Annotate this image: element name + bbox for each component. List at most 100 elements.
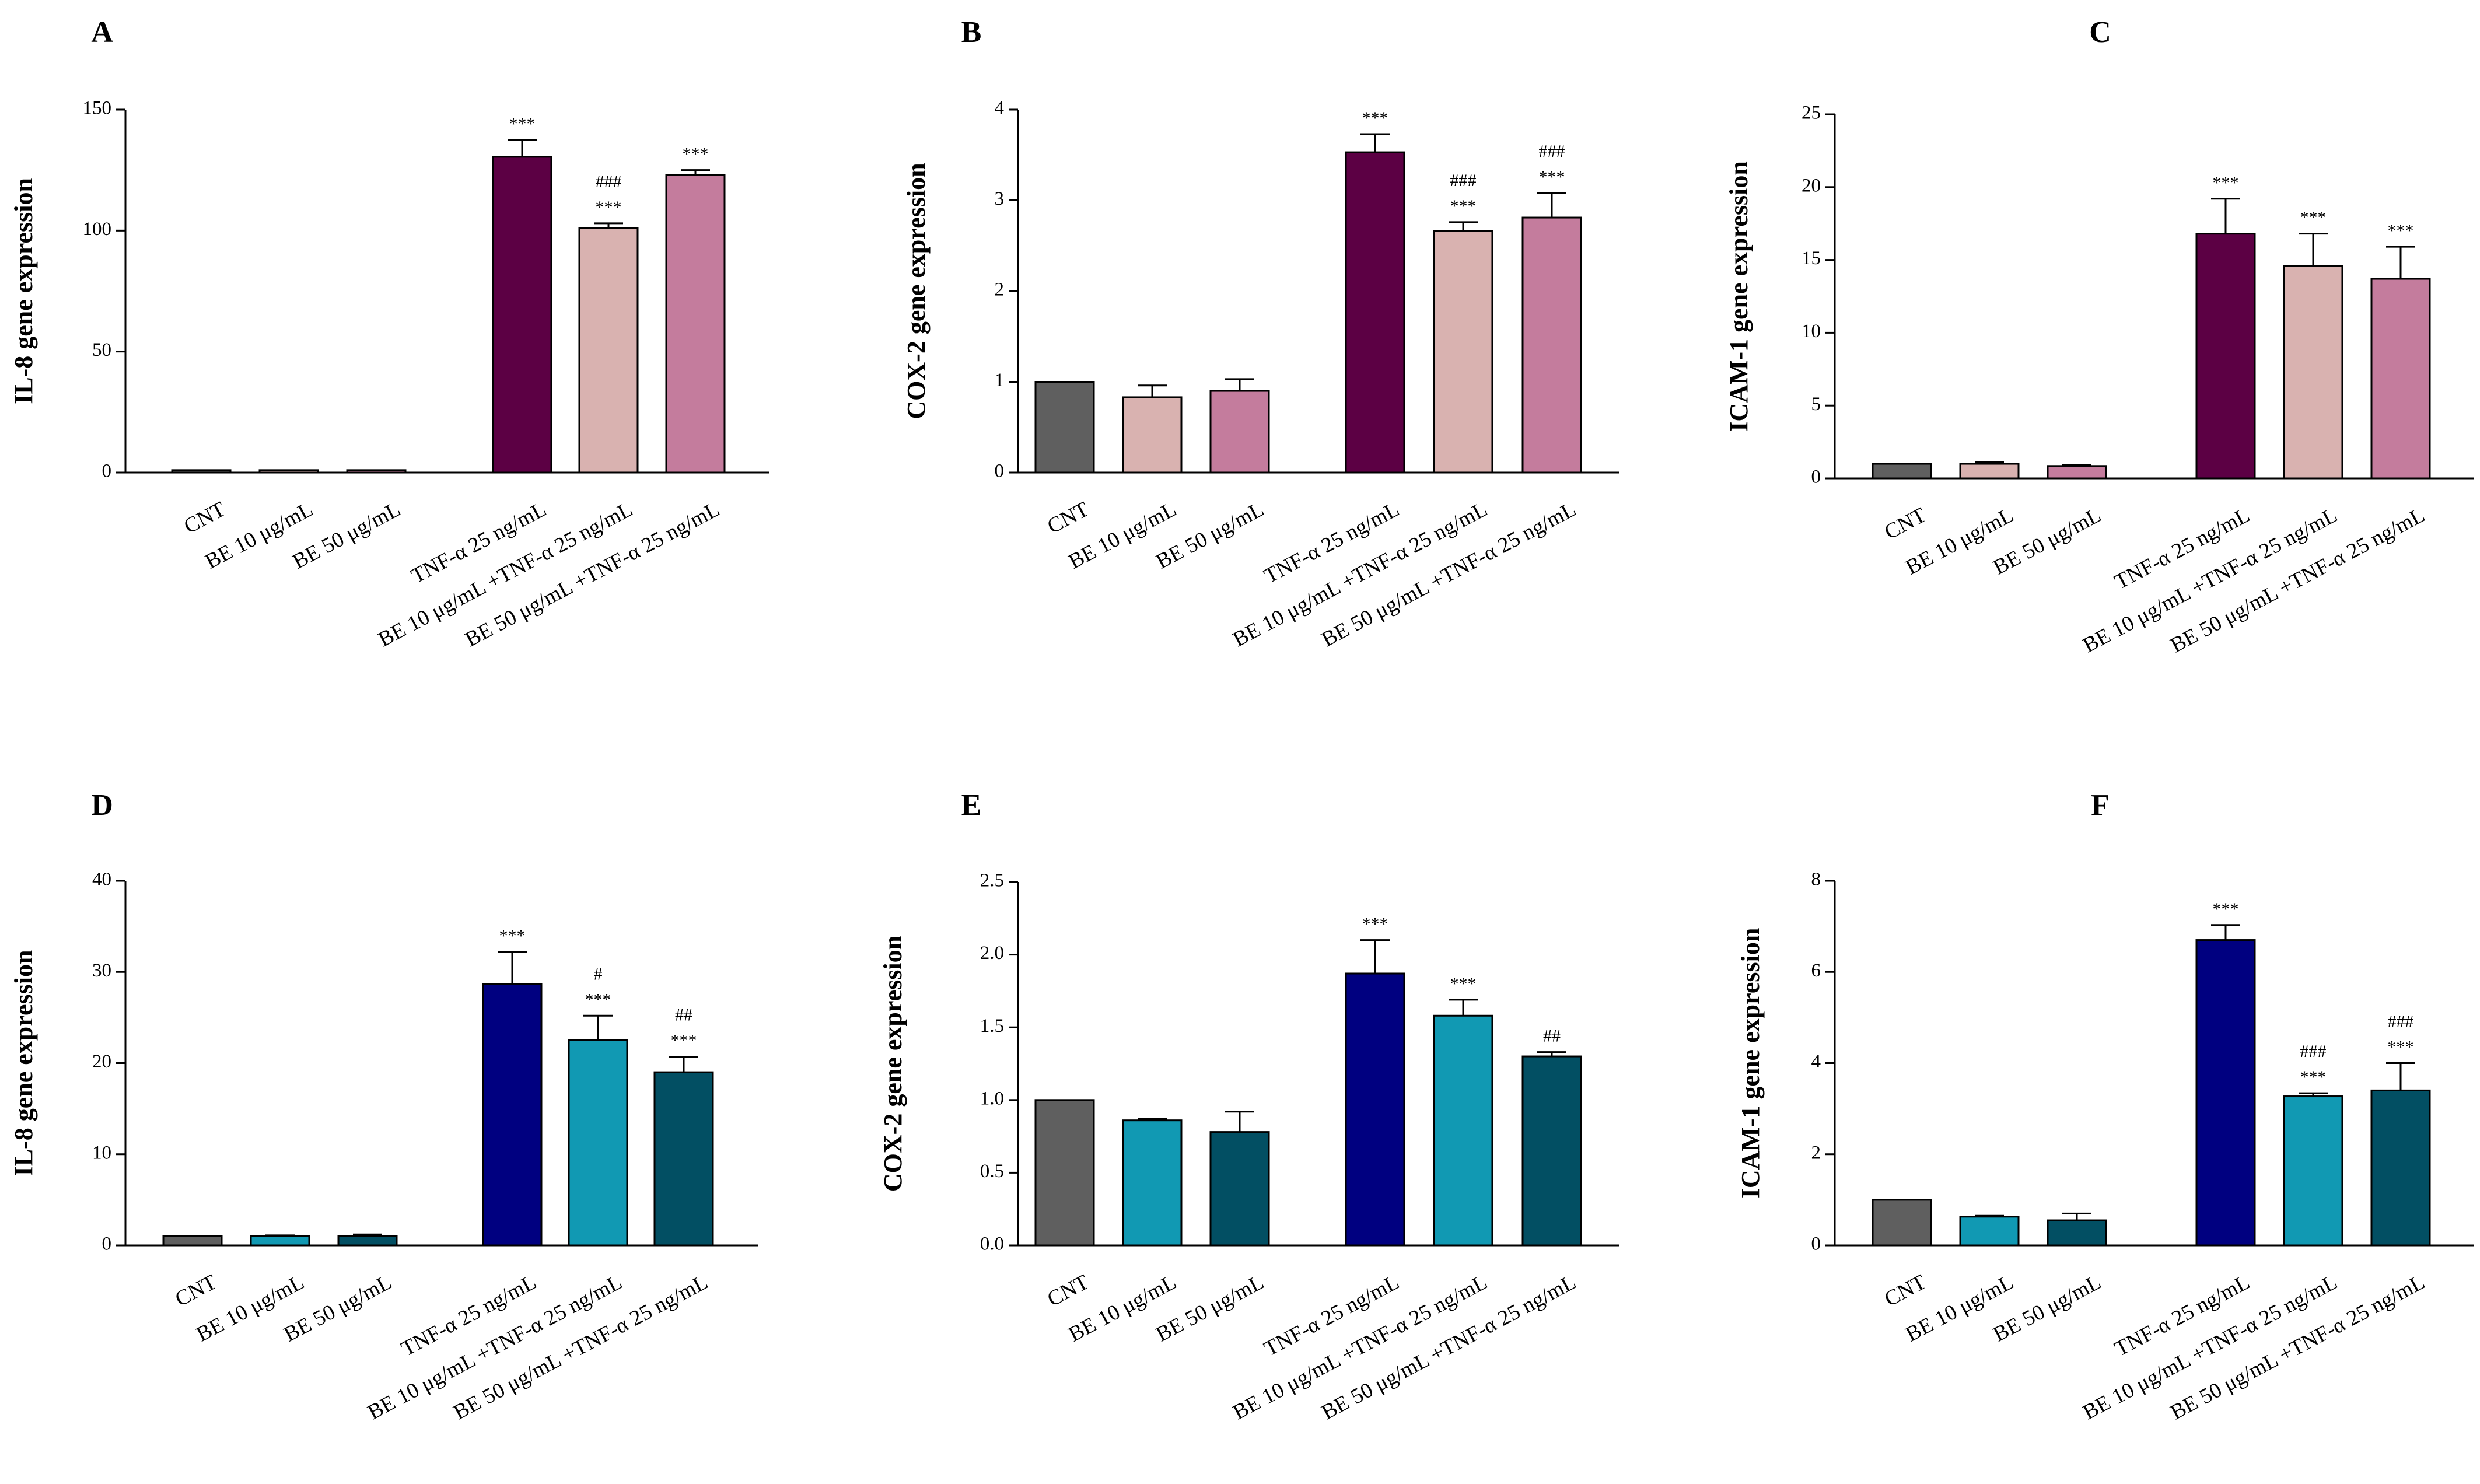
panel-letter: F (2091, 789, 2110, 822)
y-axis-label: COX-2 gene expression (879, 936, 907, 1192)
y-tick-label: 4 (1811, 1051, 1821, 1072)
bar-4 (1345, 972, 1405, 1247)
panel-letter: B (961, 16, 982, 49)
category-label: CNT (172, 1270, 221, 1311)
y-tick-label: 10 (92, 1142, 111, 1163)
significance-label: *** (509, 114, 536, 134)
significance-label: ### (2388, 1012, 2414, 1031)
bar-5 (1433, 230, 1493, 474)
bar-1 (1872, 1199, 1932, 1247)
bar-2 (1959, 463, 2020, 480)
bar-6 (1521, 1055, 1582, 1247)
y-tick-label: 0 (1811, 1234, 1821, 1255)
y-tick-label: 10 (1802, 321, 1821, 342)
y-tick-label: 5 (1811, 394, 1821, 415)
y-axis-label: ICAM-1 gene expression (1725, 161, 1753, 432)
y-tick-label: 0 (1811, 467, 1821, 488)
significance-label: *** (585, 990, 611, 1009)
significance-label: *** (1362, 108, 1388, 128)
significance-label: ## (675, 1006, 692, 1025)
significance-label: *** (2213, 900, 2239, 919)
category-label: CNT (1044, 497, 1093, 538)
significance-label: *** (2300, 1068, 2327, 1087)
bar-4 (492, 156, 552, 474)
y-tick-label: 6 (1811, 960, 1821, 981)
bar-4 (2195, 939, 2256, 1247)
panel-letter: A (91, 16, 113, 49)
y-axis-label: COX-2 gene expression (902, 163, 931, 419)
y-tick-label: 0.5 (980, 1161, 1004, 1182)
bar-3 (2047, 1219, 2107, 1247)
bar-4 (482, 983, 543, 1247)
bar-5 (578, 227, 639, 474)
bar-3 (1209, 390, 1270, 474)
y-tick-label: 100 (83, 219, 112, 240)
bar-5 (2283, 1096, 2343, 1247)
bar-1 (1034, 1099, 1095, 1247)
y-tick-label: 2 (995, 279, 1005, 300)
y-tick-label: 1.0 (980, 1088, 1004, 1109)
y-tick-label: 1 (995, 370, 1005, 391)
category-label: CNT (180, 497, 230, 538)
y-tick-label: 1.5 (980, 1016, 1004, 1037)
y-tick-label: 3 (995, 188, 1005, 209)
significance-label: *** (2388, 1038, 2414, 1057)
significance-label: ### (2300, 1042, 2327, 1061)
category-label: CNT (1044, 1270, 1093, 1311)
significance-label: *** (683, 145, 709, 164)
bar-3 (346, 469, 407, 474)
bar-2 (1122, 1119, 1183, 1247)
significance-label: *** (499, 926, 526, 946)
y-tick-label: 2.5 (980, 870, 1004, 891)
y-tick-label: 50 (92, 340, 111, 360)
bar-6 (2370, 1089, 2431, 1247)
significance-label: *** (1539, 167, 1565, 187)
bar-3 (2047, 465, 2107, 480)
bar-2 (250, 1235, 310, 1247)
category-label: CNT (1881, 1270, 1930, 1311)
bar-1 (1872, 463, 1932, 480)
y-tick-label: 30 (92, 960, 111, 981)
bar-6 (665, 174, 726, 474)
bar-5 (568, 1039, 628, 1247)
significance-label: *** (2213, 173, 2239, 192)
y-tick-label: 40 (92, 869, 111, 890)
category-label: CNT (1881, 503, 1930, 544)
bar-5 (1433, 1014, 1493, 1247)
y-axis-label: IL-8 gene expression (9, 178, 38, 404)
y-tick-label: 0.0 (980, 1234, 1004, 1255)
y-tick-label: 15 (1802, 248, 1821, 269)
significance-label: *** (671, 1031, 697, 1051)
bar-2 (1122, 396, 1183, 474)
significance-label: *** (596, 198, 622, 217)
y-tick-label: 150 (83, 98, 112, 119)
significance-label: *** (1362, 915, 1388, 934)
significance-label: *** (1450, 974, 1477, 993)
bar-5 (2283, 265, 2343, 480)
significance-label: ### (596, 172, 622, 191)
panel-letter: E (961, 789, 982, 822)
bar-6 (653, 1071, 714, 1247)
y-tick-label: 8 (1811, 869, 1821, 890)
bar-2 (1959, 1216, 2020, 1247)
significance-label: # (594, 964, 603, 984)
significance-label: *** (2300, 208, 2327, 228)
y-tick-label: 0 (995, 461, 1005, 482)
y-tick-label: 2 (1811, 1142, 1821, 1163)
y-tick-label: 25 (1802, 103, 1821, 124)
significance-label: *** (2388, 221, 2414, 240)
panel-letter: C (2089, 16, 2111, 49)
y-tick-label: 0 (102, 461, 112, 482)
y-axis-label: IL-8 gene expression (9, 950, 38, 1177)
significance-label: ### (1539, 142, 1565, 161)
y-tick-label: 20 (92, 1051, 111, 1072)
bar-1 (171, 469, 232, 474)
bar-6 (1521, 216, 1582, 474)
panel-letter: D (91, 789, 113, 822)
bar-6 (2370, 278, 2431, 480)
